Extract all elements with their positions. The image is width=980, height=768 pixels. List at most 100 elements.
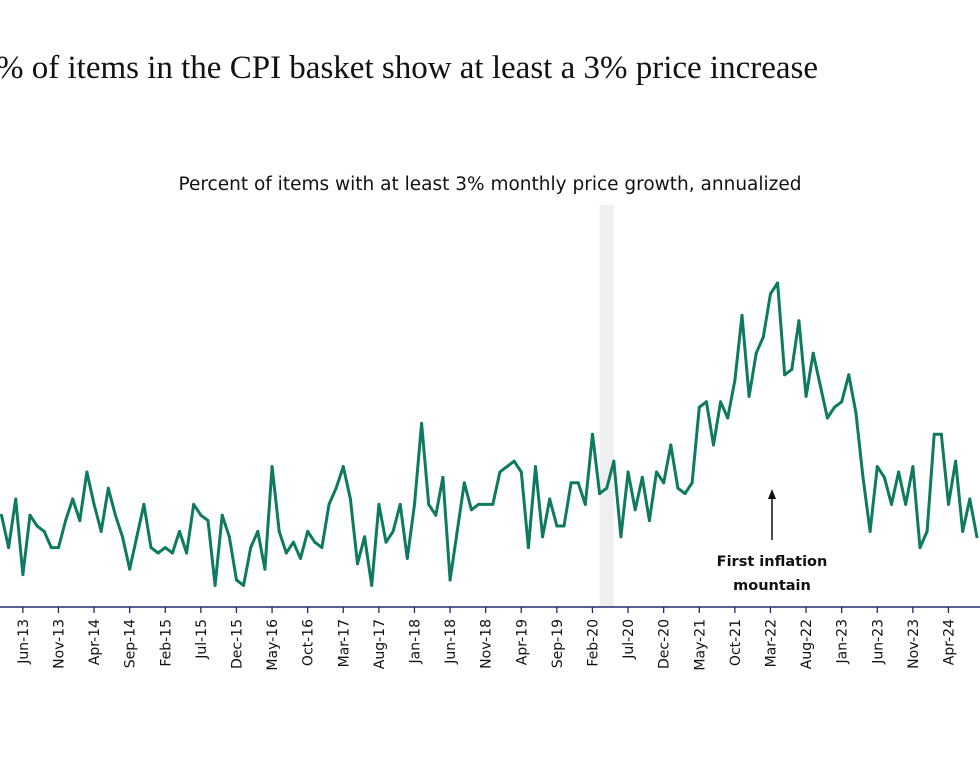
data-point	[662, 481, 666, 485]
data-point	[256, 529, 260, 533]
x-tick-label: Jul-15	[194, 619, 210, 660]
data-point	[455, 529, 459, 533]
data-point	[99, 529, 103, 533]
data-point	[505, 465, 509, 469]
data-point	[42, 529, 46, 533]
data-point	[163, 546, 167, 550]
data-point	[64, 519, 68, 523]
annotation-first-inflation-mountain: First inflation mountain	[717, 489, 827, 594]
x-tick-label: Nov-18	[479, 619, 495, 669]
annotation-text-line2: mountain	[733, 578, 811, 594]
data-point	[249, 546, 253, 550]
x-tick-label: Apr-19	[514, 619, 530, 665]
data-point	[284, 551, 288, 555]
x-tick-label: Nov-13	[51, 619, 67, 669]
data-point	[590, 432, 594, 436]
x-tick-label: Oct-16	[301, 619, 317, 666]
data-point	[726, 416, 730, 420]
data-point	[647, 519, 651, 523]
data-point	[384, 540, 388, 544]
data-point	[975, 535, 979, 539]
data-point	[861, 475, 865, 479]
data-point	[377, 502, 381, 506]
data-point	[370, 583, 374, 587]
data-point	[690, 481, 694, 485]
x-axis-ticks: Jun-13 Nov-13 Apr-14 Sep-14 Feb-15 Jul-15 Dec-…	[16, 607, 957, 671]
data-point	[206, 519, 210, 523]
data-point	[178, 529, 181, 533]
data-point	[135, 535, 139, 539]
data-point	[804, 394, 808, 398]
x-tick-label: Feb-20	[585, 619, 601, 667]
data-point	[882, 475, 886, 479]
data-point	[291, 540, 295, 544]
data-point	[78, 519, 82, 523]
data-point	[626, 470, 630, 474]
data-point	[356, 562, 359, 566]
data-point	[142, 502, 146, 506]
data-point	[704, 400, 708, 404]
data-point	[192, 502, 196, 506]
data-point	[299, 556, 303, 560]
x-tick-label: May-16	[265, 619, 281, 671]
data-point	[833, 405, 837, 409]
data-point	[633, 508, 637, 512]
data-point	[85, 470, 89, 474]
data-point	[519, 470, 523, 474]
data-point	[740, 313, 744, 317]
data-point	[106, 486, 110, 490]
data-point	[469, 508, 473, 512]
data-point	[334, 486, 338, 490]
data-point	[612, 459, 616, 463]
x-tick-label: Apr-14	[87, 619, 103, 665]
data-point	[890, 502, 893, 506]
x-tick-label: Nov-23	[906, 619, 922, 669]
data-point	[448, 578, 452, 582]
data-point	[797, 319, 801, 323]
data-point	[49, 546, 53, 550]
data-point	[270, 465, 274, 469]
data-point	[576, 481, 580, 485]
data-point	[220, 513, 224, 517]
data-point	[170, 551, 174, 555]
data-point	[156, 551, 160, 555]
data-point	[242, 583, 246, 587]
data-point	[405, 556, 409, 560]
data-point	[213, 583, 217, 587]
data-point	[348, 497, 352, 501]
data-point	[918, 546, 922, 550]
data-point	[811, 351, 815, 355]
data-point	[968, 497, 972, 501]
chart-title: Percent of items with at least 3% monthl…	[178, 174, 802, 195]
data-point	[0, 513, 3, 517]
data-point	[199, 513, 203, 517]
data-point	[868, 529, 872, 533]
data-point	[783, 373, 787, 377]
data-point	[640, 475, 644, 479]
data-point	[719, 400, 723, 404]
x-tick-label: Jan-18	[407, 619, 423, 664]
x-tick-label: Aug-17	[372, 619, 388, 669]
data-point	[954, 459, 958, 463]
data-point	[761, 335, 765, 339]
data-point	[313, 540, 317, 544]
data-point	[149, 546, 153, 550]
data-point	[306, 529, 310, 533]
data-point	[840, 400, 844, 404]
data-point	[911, 465, 915, 469]
data-point	[263, 567, 267, 571]
data-points	[0, 281, 979, 587]
data-point	[113, 513, 117, 517]
data-point	[939, 432, 943, 436]
data-point	[697, 405, 701, 409]
data-point	[875, 465, 879, 469]
page-title: % of items in the CPI basket show at lea…	[0, 50, 819, 86]
data-point	[569, 481, 573, 485]
data-point	[14, 497, 18, 501]
data-point	[655, 470, 659, 474]
data-point	[897, 470, 901, 474]
data-point	[462, 481, 466, 485]
x-tick-label: Jul-20	[621, 619, 637, 660]
data-point	[534, 465, 537, 469]
data-point	[491, 502, 495, 506]
